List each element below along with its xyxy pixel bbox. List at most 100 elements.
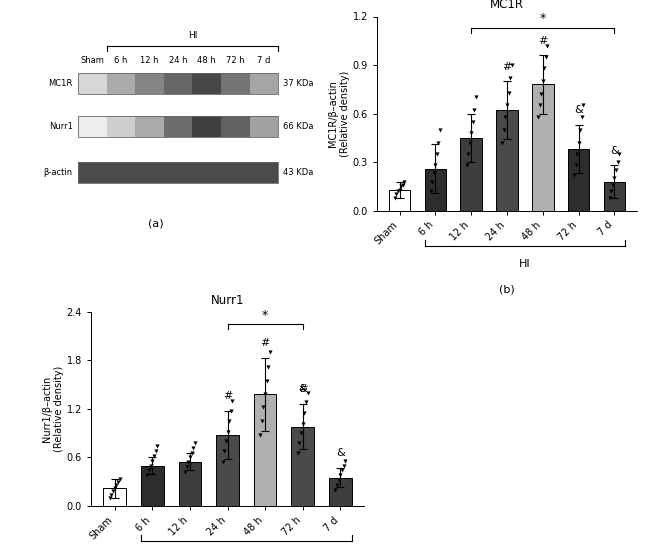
Point (467, 117, 478, 126)
Point (292, 449, 303, 458)
Point (294, 438, 305, 447)
Point (462, 161, 472, 170)
Bar (78, 162, 278, 184)
Bar (107, 116, 135, 137)
Point (111, 481, 122, 490)
Point (226, 406, 236, 415)
Text: 6 h: 6 h (114, 56, 127, 65)
Point (152, 442, 162, 450)
Point (499, 125, 509, 134)
Text: 72 h: 72 h (226, 56, 244, 65)
Text: 66 KDa: 66 KDa (283, 122, 314, 131)
Bar (460, 138, 482, 211)
Y-axis label: Nurr1/β–actin
(Relative density): Nurr1/β–actin (Relative density) (42, 366, 64, 452)
Point (575, 125, 586, 134)
Title: MC1R: MC1R (490, 0, 524, 11)
Bar (329, 478, 352, 506)
Point (432, 150, 442, 158)
Point (604, 193, 615, 202)
Bar (604, 182, 625, 211)
Text: #: # (223, 391, 232, 401)
Text: HI: HI (519, 259, 530, 269)
Text: *: * (540, 13, 546, 25)
Point (569, 170, 579, 179)
Point (183, 458, 194, 467)
Point (506, 60, 517, 69)
Point (427, 177, 437, 186)
Text: 37 KDa: 37 KDa (283, 79, 314, 88)
Point (612, 158, 623, 167)
Bar (78, 116, 278, 137)
Point (296, 429, 306, 438)
Point (399, 177, 410, 186)
Point (185, 453, 195, 462)
Text: 48 h: 48 h (198, 56, 216, 65)
Text: 12 h: 12 h (140, 56, 159, 65)
Bar (254, 394, 276, 506)
Text: MC1R: MC1R (49, 79, 73, 88)
Point (465, 138, 475, 147)
Point (539, 64, 549, 73)
Bar (164, 162, 192, 184)
Text: HI: HI (188, 31, 197, 40)
Point (572, 150, 582, 158)
Point (105, 493, 115, 502)
Bar (192, 162, 221, 184)
Point (500, 112, 511, 121)
Bar (103, 488, 126, 506)
Point (112, 477, 123, 486)
Point (335, 471, 346, 480)
Point (142, 471, 153, 480)
Point (217, 457, 228, 466)
Text: &: & (574, 105, 583, 115)
Point (190, 438, 200, 447)
Text: #: # (261, 338, 270, 348)
Point (188, 443, 198, 452)
Point (150, 447, 161, 455)
Point (573, 138, 584, 147)
Bar (164, 73, 192, 94)
Text: 7 d: 7 d (257, 56, 270, 65)
Point (391, 190, 402, 199)
Point (108, 487, 118, 496)
Point (466, 129, 476, 138)
Point (435, 125, 445, 134)
Text: Nurr1: Nurr1 (49, 122, 73, 131)
Point (149, 452, 159, 460)
Point (578, 101, 588, 110)
Point (187, 448, 197, 457)
Point (608, 180, 618, 189)
Text: #: # (298, 384, 307, 394)
Bar (78, 116, 107, 137)
Bar (568, 149, 590, 211)
Bar (250, 116, 278, 137)
Point (337, 466, 347, 475)
Point (146, 461, 156, 470)
Point (255, 431, 265, 439)
Title: Nurr1: Nurr1 (211, 294, 244, 306)
Point (219, 447, 229, 455)
Text: &: & (336, 448, 344, 458)
Point (434, 138, 444, 147)
Point (263, 362, 274, 371)
Point (426, 187, 436, 196)
Point (396, 182, 406, 191)
Point (471, 93, 481, 102)
Point (147, 456, 157, 465)
Point (428, 169, 439, 178)
Point (393, 187, 403, 196)
Point (538, 77, 548, 86)
Point (265, 348, 275, 357)
Y-axis label: MC1R/β–actin
(Relative density): MC1R/β–actin (Relative density) (328, 70, 350, 157)
Point (181, 463, 192, 471)
Text: &: & (610, 146, 619, 156)
Point (542, 41, 552, 50)
Point (430, 161, 441, 170)
Text: &: & (298, 384, 307, 394)
Point (614, 150, 624, 158)
Bar (135, 116, 164, 137)
Bar (221, 162, 250, 184)
Bar (135, 162, 164, 184)
Point (502, 101, 512, 110)
Point (397, 180, 408, 189)
